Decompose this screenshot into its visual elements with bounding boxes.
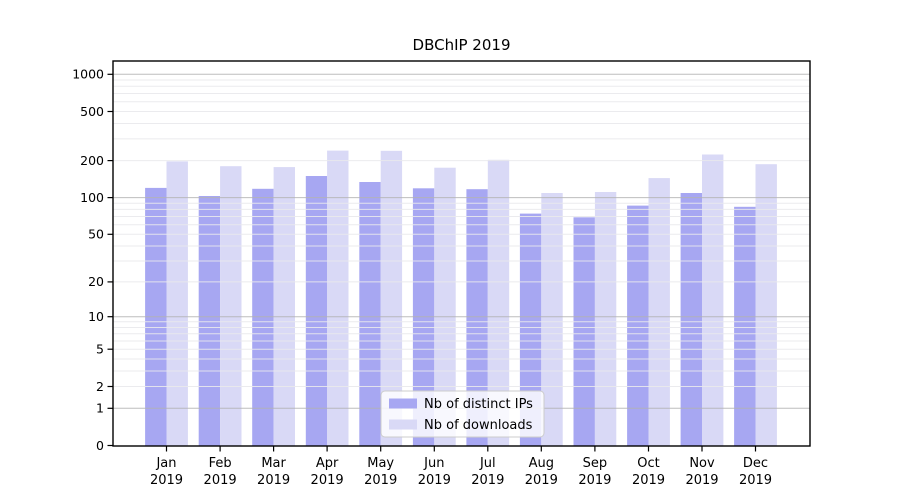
x-tick-label-year: 2019 bbox=[150, 473, 183, 488]
bar-distinct-ips bbox=[734, 206, 756, 446]
gridlines-layer bbox=[113, 73, 810, 409]
bar-distinct-ips bbox=[519, 213, 542, 446]
legend-label-downloads: Nb of downloads bbox=[424, 418, 533, 433]
x-tick-label-month: Jan bbox=[155, 456, 176, 471]
x-tick-label-year: 2019 bbox=[471, 473, 504, 488]
x-tick-label-year: 2019 bbox=[311, 473, 344, 488]
bar-distinct-ips bbox=[359, 182, 381, 446]
x-tick-label-month: Jun bbox=[423, 456, 444, 471]
x-tick-label-month: Aug bbox=[529, 456, 554, 471]
x-tick-label-month: Mar bbox=[261, 456, 286, 471]
x-tick-label-month: Nov bbox=[689, 456, 715, 471]
bar-downloads bbox=[327, 150, 349, 446]
x-tick-label-month: Sep bbox=[583, 456, 608, 471]
bar-downloads bbox=[594, 192, 617, 446]
plot-border bbox=[112, 60, 811, 447]
x-tick-label-year: 2019 bbox=[632, 473, 665, 488]
bar-downloads bbox=[487, 159, 510, 447]
legend: Nb of distinct IPs Nb of downloads bbox=[380, 390, 545, 438]
bar-downloads bbox=[648, 178, 670, 446]
y-tick-label: 1 bbox=[96, 401, 104, 416]
bar-downloads bbox=[702, 154, 724, 446]
bar-distinct-ips bbox=[627, 205, 649, 446]
x-tick-label-month: Apr bbox=[316, 456, 339, 471]
x-tick-label-year: 2019 bbox=[204, 473, 237, 488]
legend-label-distinct-ips: Nb of distinct IPs bbox=[424, 397, 533, 412]
bar-downloads bbox=[434, 167, 456, 446]
x-tick-label-month: Oct bbox=[637, 456, 659, 471]
y-tick-label: 50 bbox=[88, 227, 104, 242]
legend-swatch-downloads bbox=[389, 419, 417, 430]
y-tick-label: 1000 bbox=[72, 67, 104, 82]
y-tick-label: 500 bbox=[80, 104, 104, 119]
legend-swatch-distinct-ips bbox=[389, 398, 417, 409]
x-tick-label-year: 2019 bbox=[578, 473, 611, 488]
bar-distinct-ips bbox=[252, 188, 274, 447]
bar-distinct-ips bbox=[305, 176, 328, 446]
x-tick-label-month: Dec bbox=[743, 456, 768, 471]
x-tick-label-month: Feb bbox=[209, 456, 232, 471]
bar-downloads bbox=[755, 164, 777, 446]
y-tick-label: 100 bbox=[80, 190, 104, 205]
y-tick-label: 20 bbox=[88, 274, 104, 289]
bar-downloads bbox=[166, 161, 188, 446]
y-tick-label: 0 bbox=[96, 438, 104, 453]
y-tick-label: 10 bbox=[88, 309, 104, 324]
bar-distinct-ips bbox=[198, 196, 221, 446]
y-tick-label: 2 bbox=[96, 379, 104, 394]
bar-downloads bbox=[273, 167, 295, 446]
x-tick-label-year: 2019 bbox=[257, 473, 290, 488]
x-tick-label-year: 2019 bbox=[525, 473, 558, 488]
axes-layer: 0 1 2 5 10 20 50 100 200 500 1000 Jan 2019 Feb 2019 Mar… bbox=[72, 67, 772, 488]
x-tick-label-month: May bbox=[367, 456, 394, 471]
bar-distinct-ips bbox=[466, 189, 488, 446]
bar-downloads bbox=[541, 193, 563, 446]
x-tick-label-month: Jul bbox=[479, 456, 496, 471]
bar-distinct-ips bbox=[573, 217, 595, 446]
x-tick-label-year: 2019 bbox=[685, 473, 718, 488]
y-tick-label: 200 bbox=[80, 153, 104, 168]
legend-box bbox=[380, 390, 545, 438]
bar-downloads bbox=[220, 166, 242, 446]
y-tick-label: 5 bbox=[96, 342, 104, 357]
x-tick-label-year: 2019 bbox=[364, 473, 397, 488]
chart-title: DBChIP 2019 bbox=[413, 36, 511, 54]
x-tick-label-year: 2019 bbox=[739, 473, 772, 488]
x-tick-label-year: 2019 bbox=[418, 473, 451, 488]
bar-distinct-ips bbox=[680, 193, 702, 446]
